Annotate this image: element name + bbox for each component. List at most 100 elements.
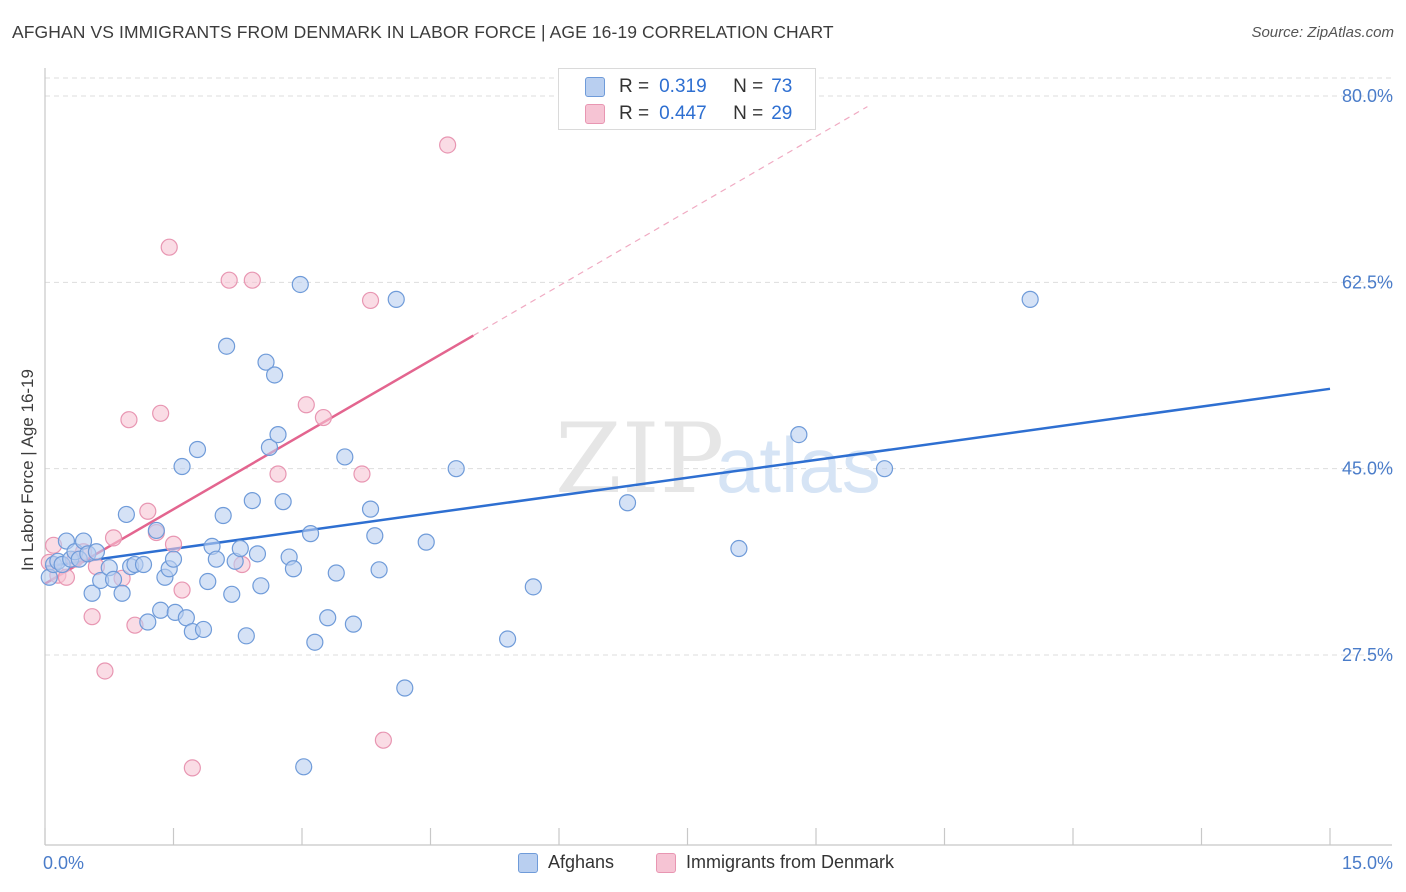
afghans-point (301, 525, 320, 543)
y-axis-label: In Labor Force | Age 16-19 (18, 369, 37, 571)
denmark-point (361, 291, 380, 310)
denmark-point (297, 396, 315, 414)
denmark-point (269, 465, 287, 483)
legend-item-denmark[interactable]: Immigrants from Denmark (656, 852, 894, 873)
afghans-point (117, 505, 135, 524)
denmark-point (314, 408, 333, 427)
denmark-point (173, 581, 191, 599)
x-tick-label: 15.0% (1342, 853, 1393, 873)
afghans-point (113, 584, 131, 602)
r-value: 0.447 (659, 103, 707, 124)
denmark-point (160, 238, 178, 256)
axes (44, 68, 1392, 846)
afghans-point (87, 543, 106, 561)
chart-title: AFGHAN VS IMMIGRANTS FROM DENMARK IN LAB… (12, 22, 834, 42)
afghans-point (231, 539, 249, 558)
afghans-point (207, 550, 225, 568)
afghans-point (134, 555, 153, 574)
afghans-point (417, 533, 435, 551)
afghans-point (361, 500, 380, 518)
source-label: Source: ZipAtlas.com (1251, 24, 1394, 41)
afghans-point (257, 353, 275, 371)
scatter-points (40, 136, 1039, 777)
legend-label-denmark: Immigrants from Denmark (686, 852, 895, 872)
denmark-point (439, 136, 457, 154)
afghans-point (188, 440, 207, 459)
afghans-point (730, 539, 748, 558)
afghans-point (366, 527, 384, 545)
afghans-point (875, 460, 894, 478)
afghans-point (319, 609, 337, 627)
legend-label-afghans: Afghans (548, 852, 615, 872)
afghans-point (790, 425, 808, 444)
afghans-point (214, 506, 232, 525)
watermark: ZIP atlas (555, 403, 881, 515)
n-label: N = (733, 103, 764, 124)
afghans-point (218, 337, 236, 355)
denmark-point (152, 404, 170, 422)
afghans-swatch (585, 77, 605, 97)
denmark-point (104, 529, 123, 547)
afghans-point (387, 290, 405, 308)
x-tick-label: 0.0% (43, 853, 84, 873)
afghans-point (274, 493, 292, 511)
denmark-point (243, 271, 261, 289)
afghans-point (260, 438, 279, 456)
afghans-point (306, 633, 324, 651)
denmark-swatch (585, 104, 605, 124)
afghans-point (252, 577, 270, 595)
afghans-point (199, 572, 217, 591)
denmark-point (374, 731, 392, 749)
denmark-point (139, 502, 157, 520)
denmark-point (220, 271, 238, 289)
denmark-point (353, 465, 371, 483)
legend-item-afghans[interactable]: Afghans (518, 852, 614, 873)
afghans-point (269, 425, 287, 444)
r-label: R = (619, 76, 650, 97)
series-legend: Afghans Immigrants from Denmark (0, 852, 1406, 878)
denmark-point (183, 759, 201, 777)
afghans-point (1021, 290, 1039, 308)
r-label: R = (619, 103, 650, 124)
afghans-point (173, 457, 191, 476)
afghans-point (265, 366, 284, 384)
afghans-point (248, 545, 267, 563)
stats-row-denmark: R = 0.447 N = 29 (585, 101, 792, 127)
afghans-point (524, 578, 542, 596)
stats-row-afghans: R = 0.319 N = 73 (585, 74, 793, 100)
afghans-legend-swatch (518, 852, 538, 873)
afghans-point (243, 492, 261, 510)
y-tick-label: 80.0% (1342, 86, 1393, 106)
afghans-point (164, 550, 183, 568)
afghans-point (83, 584, 101, 602)
afghans-point (370, 561, 388, 579)
r-value: 0.319 (659, 76, 707, 97)
afghans-point (295, 758, 313, 776)
afghans-point (396, 679, 414, 697)
y-tick-label: 62.5% (1342, 272, 1393, 292)
afghans-point (139, 613, 157, 631)
afghans-point (284, 560, 303, 578)
n-value: 73 (771, 76, 793, 97)
afghans-point (344, 615, 362, 633)
y-tick-label: 45.0% (1342, 459, 1393, 479)
watermark-zip: ZIP (555, 403, 724, 515)
stats-legend: R = 0.319 N = 73 R = 0.447 N = 29 (558, 68, 816, 130)
afghans-point (223, 585, 241, 603)
afghans-point (291, 275, 309, 294)
afghans-point (499, 630, 517, 648)
denmark-trend-extension (473, 106, 868, 337)
denmark-point (164, 535, 183, 553)
denmark-point (120, 411, 138, 429)
denmark-point (83, 608, 101, 626)
afghans-point (618, 494, 637, 512)
n-label: N = (733, 76, 764, 97)
denmark-legend-swatch (656, 852, 676, 873)
y-tick-label: 27.5% (1342, 645, 1393, 665)
afghans-point (447, 460, 465, 478)
afghans-point (104, 570, 123, 589)
afghans-point (237, 627, 255, 645)
denmark-point (96, 662, 114, 680)
afghans-point (336, 448, 354, 466)
